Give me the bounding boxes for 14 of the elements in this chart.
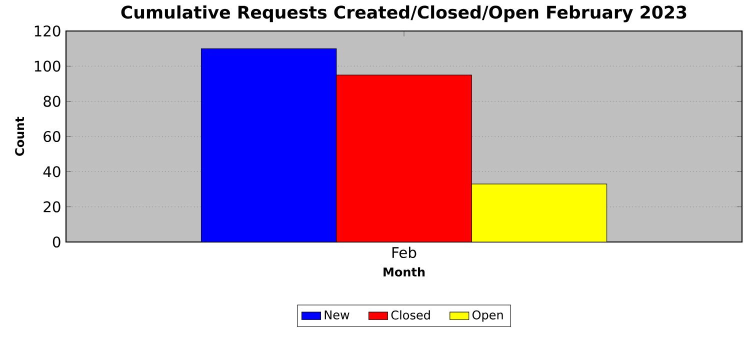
y-tick-label: 80 (44, 96, 60, 107)
y-tick-label: 120 (34, 25, 60, 37)
y-axis-title: Count (15, 116, 24, 156)
legend-label: Open (472, 310, 503, 322)
y-tick-label: 60 (44, 130, 60, 142)
y-tick-label: 20 (44, 201, 60, 212)
y-tick-label: 0 (52, 236, 60, 248)
x-axis-title: Month (384, 267, 425, 276)
y-tick-label: 100 (34, 60, 60, 72)
legend-label: Closed (391, 310, 430, 320)
chart-title: Cumulative Requests Created/Closed/Open February 2023 (121, 5, 686, 22)
y-tick-label: 40 (43, 166, 60, 178)
x-tick-label: Feb (392, 246, 416, 258)
legend-label: New (324, 310, 350, 320)
